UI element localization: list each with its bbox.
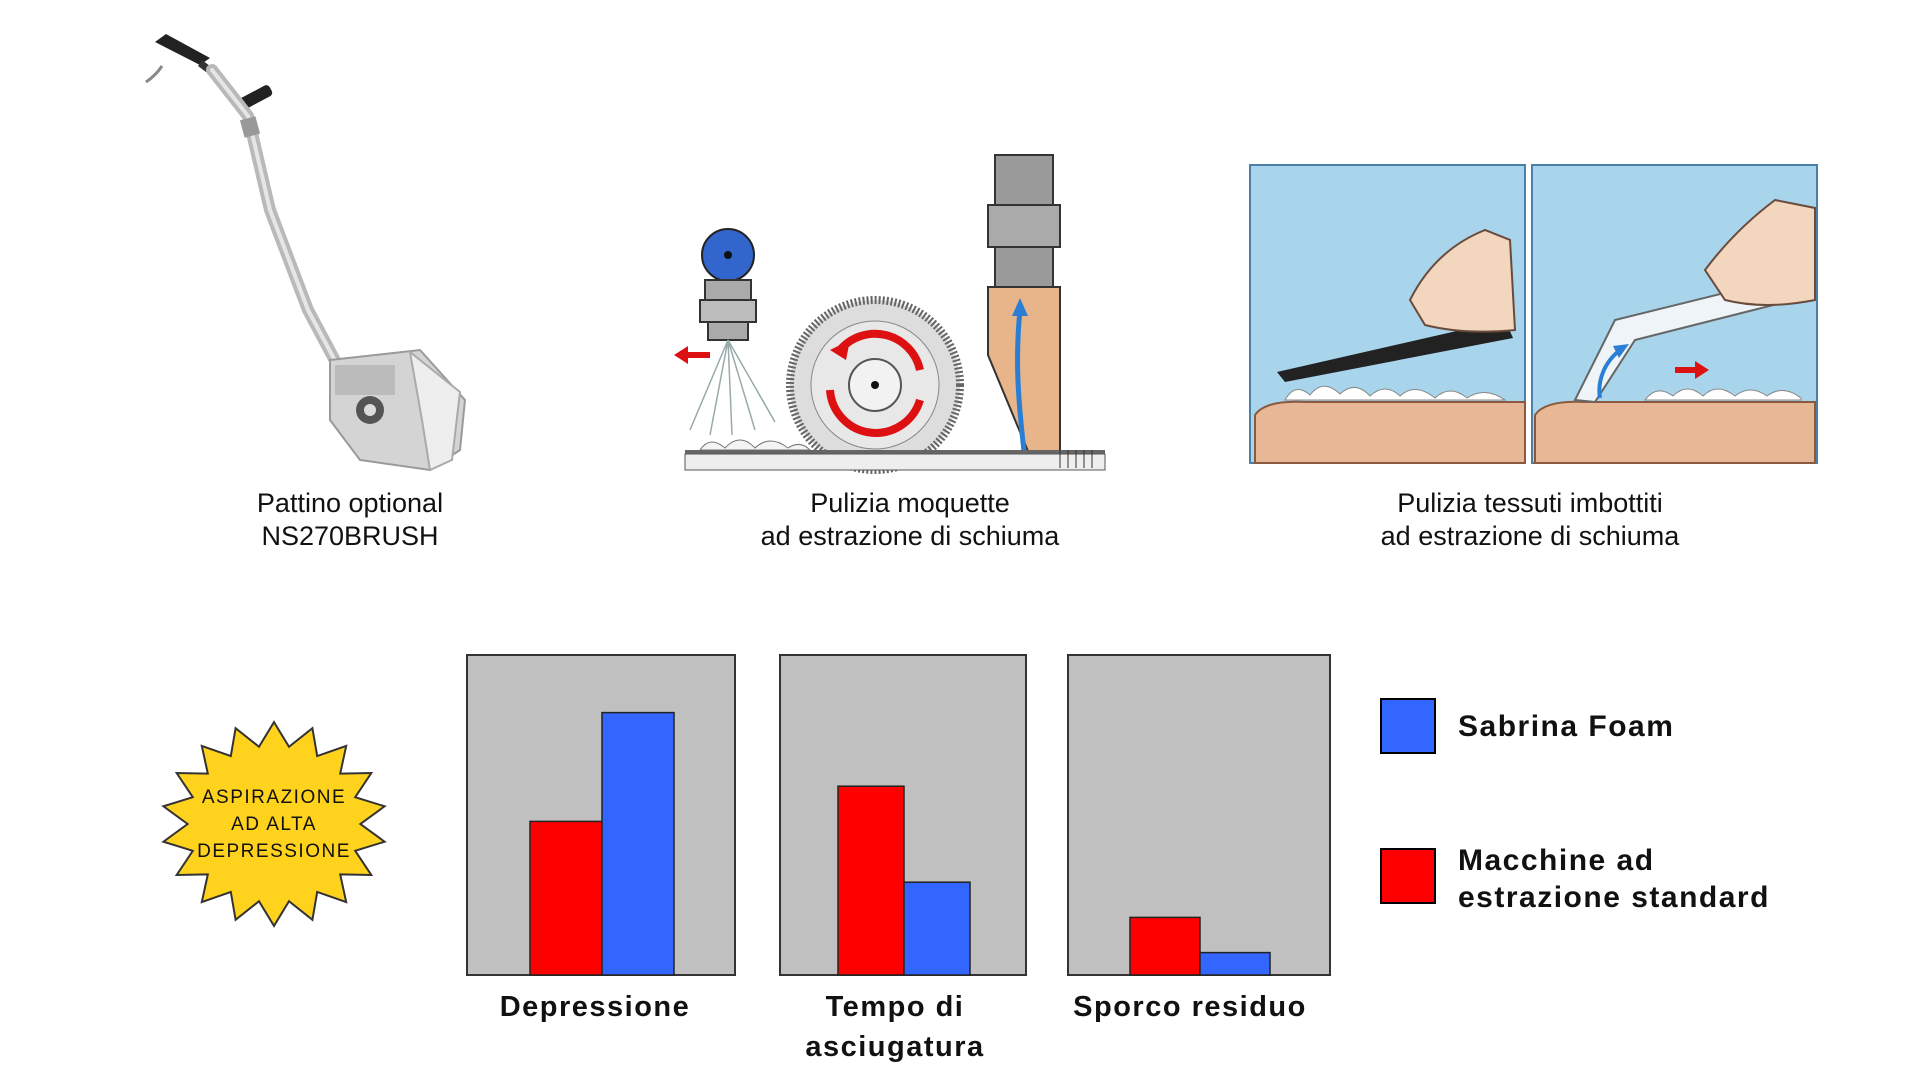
chart-label-asciugatura-line1: Tempo di xyxy=(825,991,965,1023)
pattino-illustration xyxy=(145,34,467,472)
caption-pattino-line1: Pattino optional xyxy=(256,488,444,518)
legend-label-standard-line2: estrazione standard xyxy=(1458,881,1770,914)
caption-pattino-line2: NS270BRUSH xyxy=(261,521,439,551)
legend-label-standard: Macchine ad estrazione standard xyxy=(1458,842,1770,916)
bar-sporco-sabrina xyxy=(1199,951,1271,976)
caption-pattino: Pattino optional NS270BRUSH xyxy=(200,487,500,553)
chart-label-sporco-line1: Sporco residuo xyxy=(1073,991,1307,1023)
caption-moquette: Pulizia moquette ad estrazione di schium… xyxy=(700,487,1120,553)
badge-line2: AD ALTA xyxy=(231,814,317,835)
bar-depressione-standard xyxy=(529,820,603,976)
bar-asciugatura-standard xyxy=(837,785,905,976)
chart-label-asciugatura-line2: asciugatura xyxy=(805,1031,985,1063)
caption-moquette-line2: ad estrazione di schiuma xyxy=(760,521,1060,551)
legend-label-standard-line1: Macchine ad xyxy=(1458,844,1655,877)
badge-starburst: ASPIRAZIONE AD ALTA DEPRESSIONE xyxy=(161,720,387,928)
bar-asciugatura-sabrina xyxy=(903,881,971,976)
badge-line1: ASPIRAZIONE xyxy=(202,787,346,808)
caption-moquette-line1: Pulizia moquette xyxy=(810,488,1010,518)
moquette-diagram xyxy=(674,154,1106,474)
caption-tessuti: Pulizia tessuti imbottiti ad estrazione … xyxy=(1320,487,1740,553)
chart-label-sporco: Sporco residuo xyxy=(1060,987,1320,1027)
chart-label-asciugatura: Tempo di asciugatura xyxy=(770,987,1020,1067)
tessuti-diagram xyxy=(1249,164,1818,464)
legend-label-sabrina-text: Sabrina Foam xyxy=(1458,710,1675,743)
legend-swatch-sabrina xyxy=(1380,698,1436,754)
bar-sporco-standard xyxy=(1129,916,1201,976)
chart-label-depressione: Depressione xyxy=(470,987,720,1027)
badge-star-shape xyxy=(161,720,387,928)
legend-swatch-standard xyxy=(1380,848,1436,904)
caption-tessuti-line1: Pulizia tessuti imbottiti xyxy=(1397,488,1663,518)
badge-line3: DEPRESSIONE xyxy=(197,841,351,862)
bar-depressione-sabrina xyxy=(601,711,675,976)
legend-label-sabrina: Sabrina Foam xyxy=(1458,708,1674,745)
caption-tessuti-line2: ad estrazione di schiuma xyxy=(1380,521,1680,551)
chart-label-depressione-line1: Depressione xyxy=(499,991,691,1023)
